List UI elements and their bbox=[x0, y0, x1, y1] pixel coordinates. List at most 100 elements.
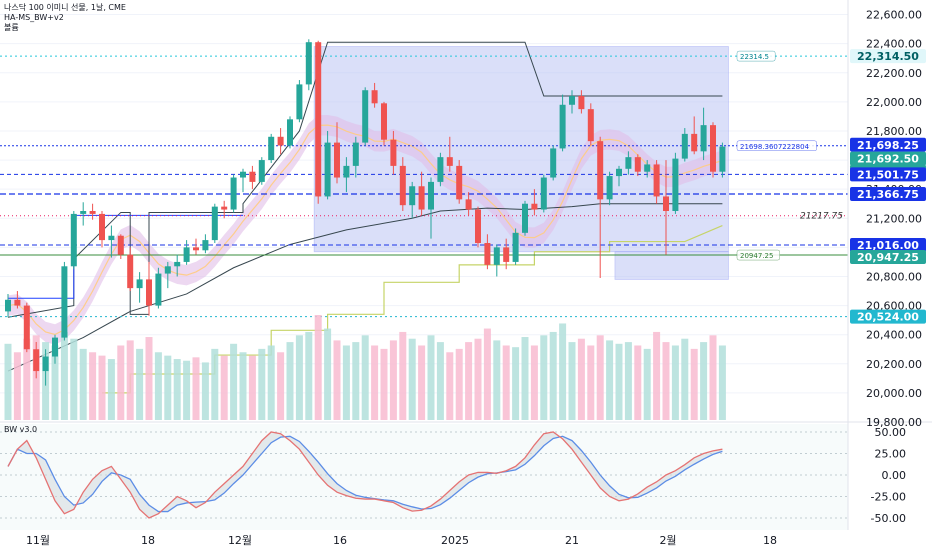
candle-body[interactable] bbox=[616, 168, 622, 177]
candle-body[interactable] bbox=[315, 42, 322, 197]
candle-body[interactable] bbox=[409, 186, 416, 206]
candle-body[interactable] bbox=[569, 96, 575, 105]
candle-body[interactable] bbox=[512, 232, 519, 262]
candle-body[interactable] bbox=[390, 139, 397, 166]
price-tag[interactable] bbox=[850, 250, 926, 265]
candle-body[interactable] bbox=[5, 299, 11, 312]
candle-body[interactable] bbox=[550, 148, 557, 178]
candle-body[interactable] bbox=[52, 337, 58, 357]
candle-body[interactable] bbox=[33, 349, 40, 372]
candle-body[interactable] bbox=[418, 186, 425, 210]
candle-body[interactable] bbox=[23, 305, 30, 350]
candle-body[interactable] bbox=[146, 279, 152, 306]
candle-body[interactable] bbox=[334, 142, 340, 178]
candle-body[interactable] bbox=[437, 157, 444, 182]
price-tag[interactable] bbox=[850, 167, 926, 182]
candle-body[interactable] bbox=[183, 247, 190, 262]
candle-body[interactable] bbox=[89, 211, 96, 214]
candle-body[interactable] bbox=[343, 165, 350, 178]
candle-body[interactable] bbox=[136, 279, 143, 289]
volume-bar bbox=[220, 355, 228, 420]
price-tag[interactable] bbox=[850, 49, 926, 64]
symbol-title[interactable]: 나스닥 100 이미니 선물, 1날, CME bbox=[4, 3, 126, 12]
candle-body[interactable] bbox=[371, 90, 378, 104]
candle-body[interactable] bbox=[700, 125, 707, 152]
indicator-label[interactable]: HA-MS_BW+v2 bbox=[4, 13, 64, 22]
candle-body[interactable] bbox=[691, 133, 698, 152]
candle-body[interactable] bbox=[578, 96, 585, 110]
candle-body[interactable] bbox=[174, 261, 181, 267]
candle-body[interactable] bbox=[80, 211, 87, 214]
candle-body[interactable] bbox=[503, 247, 510, 262]
candle-body[interactable] bbox=[221, 206, 228, 210]
candle-body[interactable] bbox=[240, 171, 246, 178]
candle-body[interactable] bbox=[155, 273, 162, 306]
candle-body[interactable] bbox=[625, 157, 632, 169]
candle-body[interactable] bbox=[202, 240, 209, 251]
candle-body[interactable] bbox=[587, 109, 594, 142]
candle-body[interactable] bbox=[362, 90, 369, 143]
candle-body[interactable] bbox=[465, 199, 472, 210]
volume-bar bbox=[333, 340, 341, 420]
candle-body[interactable] bbox=[681, 133, 688, 159]
candle-body[interactable] bbox=[324, 142, 331, 197]
candle-body[interactable] bbox=[61, 266, 68, 338]
candle-body[interactable] bbox=[428, 181, 434, 210]
price-tag[interactable] bbox=[850, 151, 926, 166]
candle-body[interactable] bbox=[710, 125, 716, 172]
volume-bar bbox=[79, 348, 87, 420]
candle-body[interactable] bbox=[305, 42, 312, 85]
volume-bar bbox=[418, 345, 426, 420]
candle-body[interactable] bbox=[540, 177, 547, 210]
candle-body[interactable] bbox=[446, 157, 453, 166]
volume-bar bbox=[371, 345, 379, 420]
candle-body[interactable] bbox=[258, 160, 265, 182]
candle-body[interactable] bbox=[287, 119, 293, 146]
candle-body[interactable] bbox=[559, 104, 566, 149]
candle-body[interactable] bbox=[672, 158, 679, 211]
candle-body[interactable] bbox=[352, 142, 359, 166]
volume-bar bbox=[277, 352, 285, 420]
candle-body[interactable] bbox=[277, 136, 284, 146]
candle-body[interactable] bbox=[597, 141, 604, 200]
volume-bar bbox=[154, 352, 162, 420]
candle-body[interactable] bbox=[117, 235, 124, 255]
candle-body[interactable] bbox=[522, 203, 528, 233]
candle-body[interactable] bbox=[42, 356, 49, 372]
candle-body[interactable] bbox=[663, 196, 669, 211]
candle-body[interactable] bbox=[99, 213, 105, 241]
price-tag[interactable] bbox=[850, 187, 926, 202]
candle-body[interactable] bbox=[475, 209, 481, 244]
candle-body[interactable] bbox=[484, 243, 491, 265]
candle-body[interactable] bbox=[296, 84, 303, 120]
candle-body[interactable] bbox=[211, 206, 218, 241]
candle-body[interactable] bbox=[634, 157, 641, 172]
candle-body[interactable] bbox=[493, 247, 500, 265]
trail-line-dark bbox=[7, 203, 723, 372]
candle-body[interactable] bbox=[108, 235, 115, 241]
candle-body[interactable] bbox=[164, 266, 171, 274]
candle-body[interactable] bbox=[193, 247, 199, 251]
candle-body[interactable] bbox=[644, 164, 651, 172]
price-tag[interactable] bbox=[850, 238, 926, 253]
candle-body[interactable] bbox=[456, 165, 463, 200]
price-tag[interactable] bbox=[850, 137, 926, 152]
candle-body[interactable] bbox=[399, 165, 406, 206]
volume-label[interactable]: 볼륨 bbox=[4, 23, 19, 32]
oscillator-label[interactable]: BW v3.0 bbox=[4, 425, 38, 434]
price-tag[interactable] bbox=[850, 309, 926, 324]
candle-body[interactable] bbox=[230, 177, 237, 210]
candle-body[interactable] bbox=[249, 171, 256, 182]
price-tag-label: 21,692.50 bbox=[857, 153, 919, 166]
candle-body[interactable] bbox=[653, 164, 660, 197]
candle-body[interactable] bbox=[381, 103, 387, 140]
candle-body[interactable] bbox=[70, 213, 77, 267]
candle-body[interactable] bbox=[606, 176, 613, 200]
candle-body[interactable] bbox=[14, 299, 21, 306]
candle-body[interactable] bbox=[127, 254, 134, 289]
candle-body[interactable] bbox=[719, 146, 726, 172]
candle-body[interactable] bbox=[531, 203, 538, 210]
candle-body[interactable] bbox=[268, 136, 275, 161]
